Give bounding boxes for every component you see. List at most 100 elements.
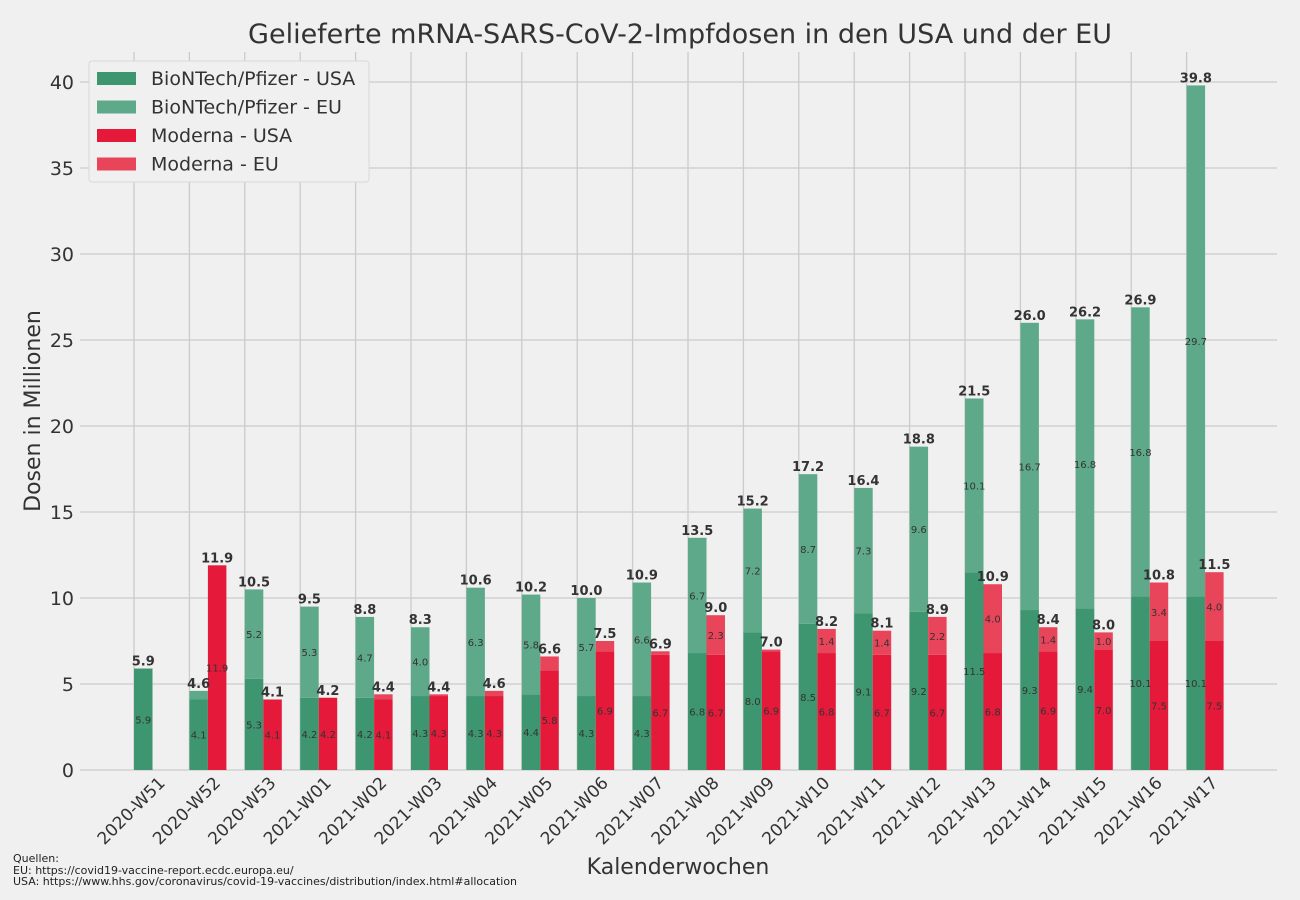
segment-label: 6.8: [819, 708, 835, 719]
bar-segment: [651, 654, 670, 770]
y-tick-label: 15: [50, 502, 74, 524]
y-tick-label: 5: [62, 674, 74, 696]
total-label: 10.9: [977, 570, 1009, 585]
total-label: 11.5: [1198, 558, 1230, 573]
segment-label: 4.3: [634, 729, 650, 740]
segment-label: 4.7: [357, 653, 373, 664]
total-label: 15.2: [737, 495, 769, 510]
bar-segment: [411, 696, 430, 770]
total-label: 8.3: [409, 613, 432, 628]
bar-segment: [355, 697, 375, 770]
segment-label: 7.2: [745, 566, 761, 577]
bar-segment: [1205, 641, 1224, 770]
total-label: 8.0: [1092, 618, 1115, 633]
bar-segment: [798, 623, 818, 770]
segment-label: 7.5: [1206, 702, 1222, 713]
segment-label: 8.0: [745, 697, 761, 708]
total-label: 16.4: [847, 474, 879, 489]
segment-label: 10.1: [1185, 679, 1207, 690]
source-eu: EU: https://covid19-vaccine-report.ecdc.…: [13, 863, 294, 877]
bar-segment: [540, 656, 559, 671]
y-tick-label: 40: [50, 72, 74, 94]
segment-label: 4.0: [1206, 603, 1222, 614]
total-label: 4.1: [261, 685, 284, 700]
segment-label: 4.3: [486, 729, 502, 740]
segment-label: 7.5: [1151, 702, 1167, 713]
total-label: 21.5: [958, 384, 990, 399]
segment-label: 6.7: [708, 708, 724, 719]
total-label: 7.5: [593, 627, 616, 642]
bar-segment: [743, 508, 762, 633]
bar-segment: [411, 627, 430, 697]
bar-segment: [854, 487, 873, 614]
bar-segment: [1038, 627, 1058, 652]
segment-label: 4.2: [357, 730, 373, 741]
data-labels: 5.94.15.34.2 4.2 4.3 4.3 4.4 4.3 4.36.88.0 8.5 9…: [132, 71, 1231, 741]
bar-segment: [1149, 641, 1169, 770]
bar-segment: [577, 598, 596, 697]
segment-label: 6.8: [689, 708, 705, 719]
total-label: 11.9: [201, 551, 233, 566]
bar-segment: [761, 649, 781, 652]
legend-swatch: [97, 129, 136, 142]
legend-swatch: [97, 100, 136, 114]
segment-label: 4.0: [985, 615, 1001, 626]
total-label: 9.5: [298, 593, 321, 608]
sources: Quellen: EU: https://covid19-vaccine-rep…: [13, 853, 517, 888]
bar-segment: [817, 653, 836, 770]
legend-swatch: [97, 157, 136, 171]
bar-segment: [244, 678, 264, 770]
segment-label: 9.2: [911, 687, 927, 698]
bar-segment: [761, 651, 781, 770]
bars: [134, 85, 1224, 770]
bar-segment: [1075, 319, 1095, 609]
y-axis-label: Dosen in Millionen: [21, 310, 46, 512]
segment-label: 11.5: [963, 667, 985, 678]
segment-label: 6.8: [985, 708, 1001, 719]
total-label: 10.9: [626, 569, 658, 584]
legend-label: Moderna - USA: [151, 125, 292, 147]
bar-segment: [1205, 572, 1224, 641]
segment-label: 6.7: [652, 708, 668, 719]
bar-segment: [965, 398, 984, 573]
bar-segment: [577, 696, 596, 770]
segment-label: 5.9: [135, 715, 151, 726]
total-label: 17.2: [792, 460, 824, 475]
segment-label: 4.2: [320, 730, 336, 741]
bar-segment: [688, 537, 707, 654]
chart-title: Gelieferte mRNA-SARS-CoV-2-Impfdosen in …: [248, 19, 1112, 50]
segment-label: 7.0: [1096, 706, 1112, 717]
bar-segment: [484, 696, 504, 770]
total-label: 7.0: [760, 636, 783, 651]
bar-segment: [983, 653, 1002, 770]
bar-segment: [189, 690, 208, 700]
segment-label: 8.7: [800, 545, 816, 556]
bar-segment: [595, 641, 615, 652]
total-label: 26.2: [1069, 305, 1101, 320]
x-axis-label: Kalenderwochen: [587, 855, 770, 880]
bar-segment: [688, 653, 707, 770]
segment-label: 5.3: [301, 648, 317, 659]
total-label: 39.8: [1180, 71, 1212, 86]
total-label: 4.6: [483, 677, 506, 692]
y-tick-label: 20: [50, 416, 74, 438]
bar-segment: [965, 572, 984, 770]
bar-segment: [632, 696, 652, 770]
bar-segment: [300, 697, 319, 770]
segment-label: 9.3: [1022, 686, 1038, 697]
bar-segment: [595, 651, 615, 770]
bar-segment: [429, 694, 448, 697]
bar-segment: [1094, 632, 1113, 650]
legend-label: BioNTech/Pfizer - USA: [151, 68, 355, 90]
bar-segment: [928, 654, 947, 770]
segment-label: 11.9: [206, 664, 228, 675]
segment-label: 6.9: [1040, 707, 1056, 718]
segment-label: 1.0: [1096, 637, 1112, 648]
bar-segment: [1131, 307, 1150, 597]
segment-label: 9.4: [1077, 685, 1093, 696]
y-tick-label: 30: [50, 244, 74, 266]
segment-label: 5.8: [542, 716, 558, 727]
bar-segment: [466, 587, 485, 697]
bar-segment: [1020, 322, 1039, 611]
bar-segment: [928, 616, 947, 655]
